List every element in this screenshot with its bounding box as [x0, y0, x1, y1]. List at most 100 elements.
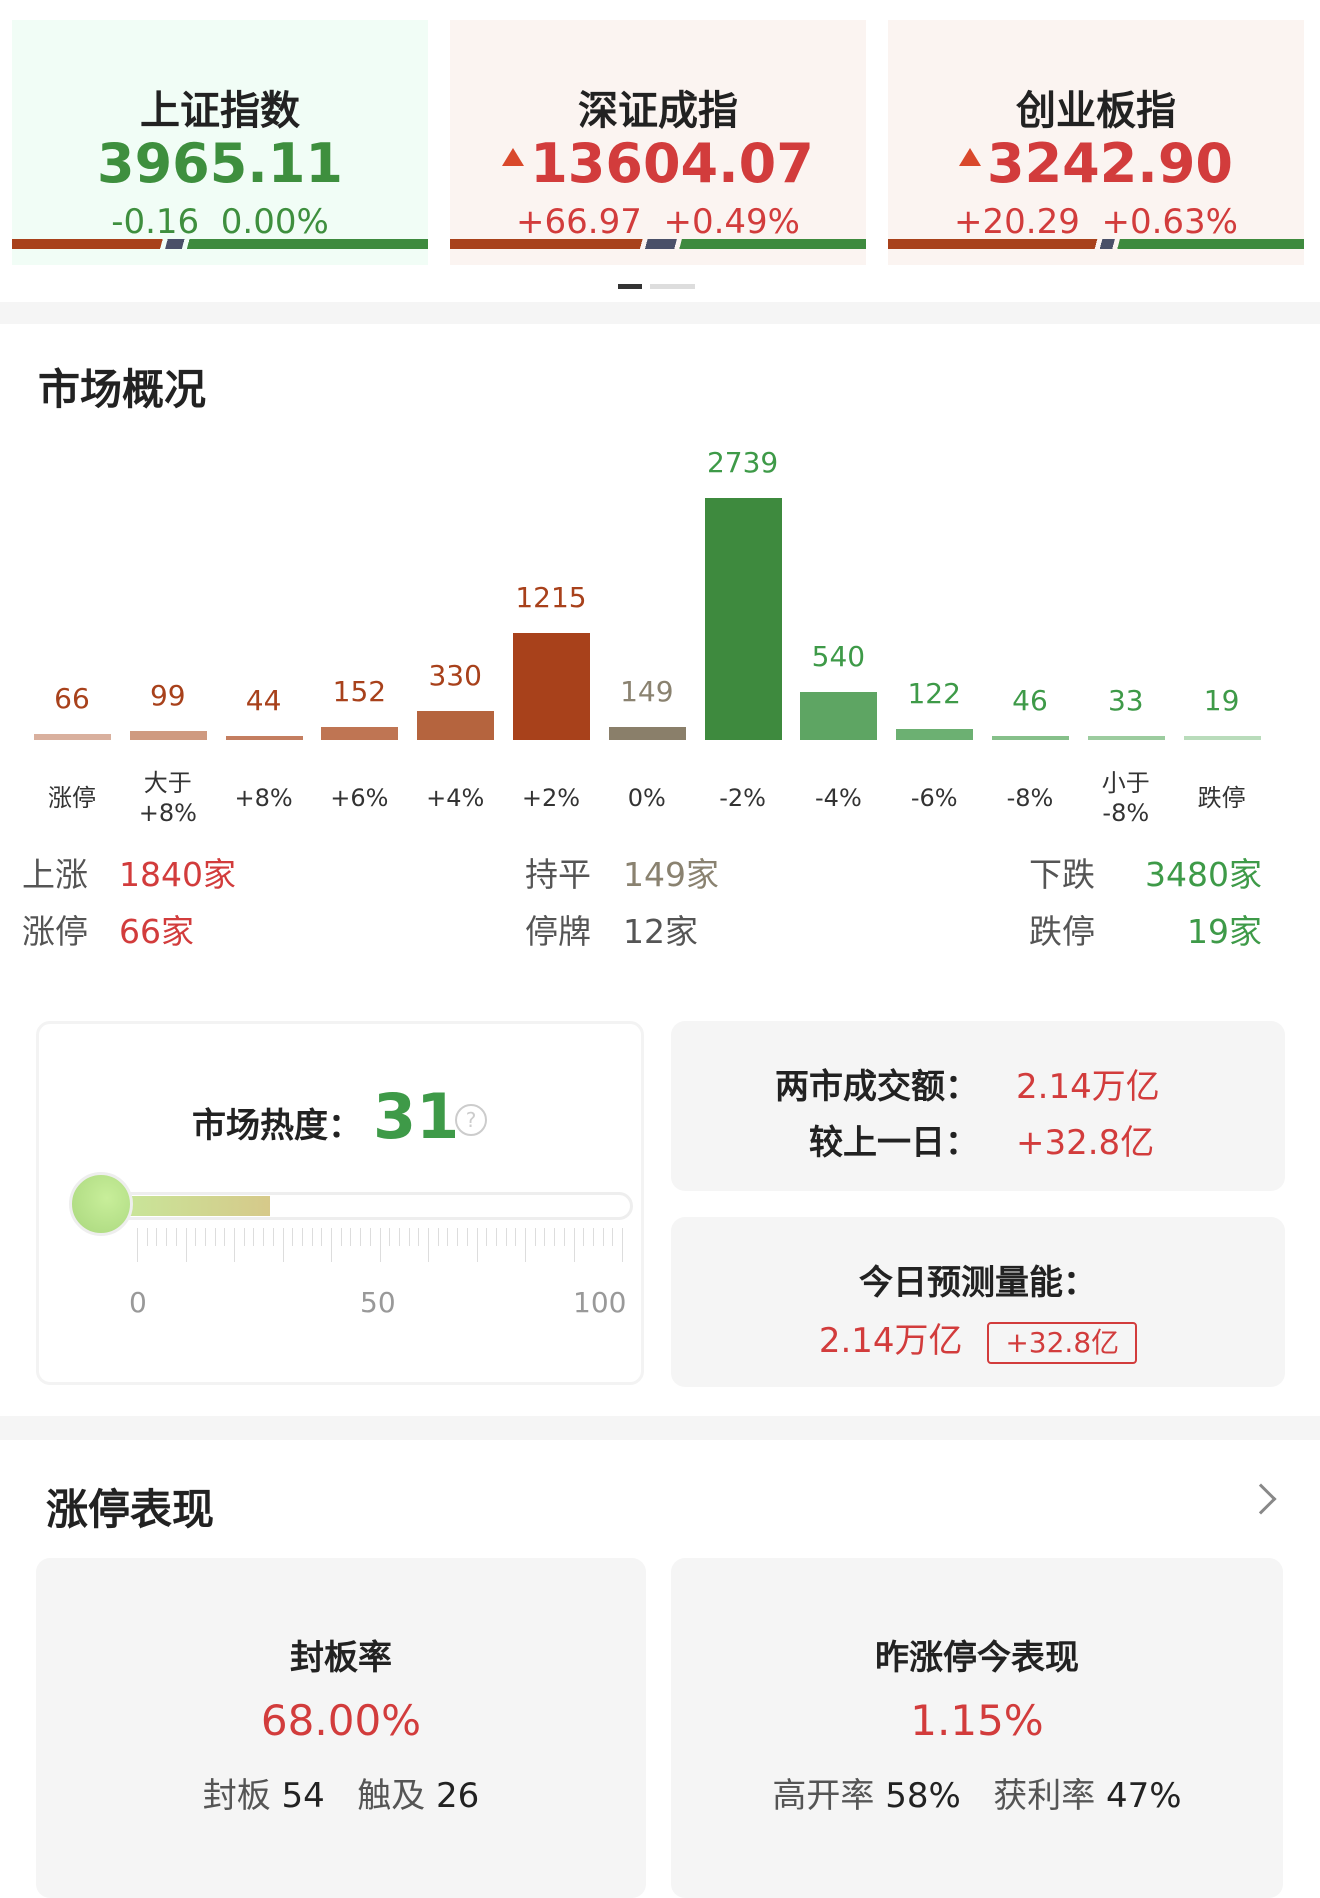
bar-value-label: 33 — [1107, 684, 1144, 717]
scale-tick — [563, 1228, 565, 1246]
category-label: +2% — [503, 783, 599, 813]
scale-tick — [166, 1228, 168, 1246]
category-label: 涨停 — [24, 783, 120, 813]
index-card[interactable]: 深证成指 13604.07 +66.97 +0.49% — [450, 20, 866, 265]
heat-label: 市场热度： — [192, 1106, 362, 1146]
bar — [608, 726, 686, 740]
category-label-line: 大于 — [143, 769, 192, 797]
carousel-dot-active[interactable] — [618, 284, 642, 289]
heat-scale — [137, 1224, 627, 1264]
scale-tick — [515, 1228, 517, 1246]
category-label: 小于 -8% — [1078, 768, 1174, 828]
scale-tick — [408, 1228, 410, 1246]
scale-tick — [311, 1228, 313, 1246]
bar-value-label: 44 — [245, 684, 282, 717]
category-label-line: +8% — [234, 784, 293, 812]
chevron-right-icon[interactable] — [1245, 1483, 1277, 1515]
scale-tick — [175, 1228, 177, 1246]
scale-tick — [583, 1228, 585, 1246]
scale-tick — [389, 1228, 391, 1246]
carousel-dot[interactable] — [650, 284, 695, 289]
bar — [321, 726, 399, 740]
category-label-line: +6% — [330, 784, 389, 812]
scale-tick — [369, 1228, 371, 1246]
scale-tick — [379, 1228, 381, 1262]
scale-tick — [418, 1228, 420, 1246]
bar-value-label: 46 — [1012, 683, 1048, 717]
index-name: 上证指数 — [140, 88, 300, 134]
bar-value-label: 99 — [149, 679, 186, 713]
bar — [129, 731, 207, 740]
sealed-label: 封板 — [202, 1776, 271, 1816]
scale-tick — [137, 1228, 138, 1262]
up-value: 1840家 — [119, 855, 236, 894]
seal-rate-card[interactable]: 封板率 68.00% 封板 54 触及 26 — [36, 1558, 646, 1898]
bar — [800, 692, 878, 740]
scale-tick — [234, 1228, 235, 1262]
turnover-card: 两市成交额： 2.14万亿 较上一日： +32.8亿 — [671, 1021, 1285, 1191]
heat-tick-0: 0 — [129, 1286, 147, 1319]
bar — [34, 734, 111, 740]
bar — [992, 735, 1069, 740]
profit-label: 获利率 — [993, 1776, 1096, 1816]
index-card[interactable]: 创业板指 3242.90 +20.29 +0.63% — [888, 20, 1304, 265]
category-label-line: 小于 — [1101, 769, 1150, 797]
down-value: 3480家 — [1145, 855, 1262, 894]
suspended-label: 停牌 — [525, 912, 591, 951]
bar — [417, 710, 495, 740]
index-change-pct: +0.49% — [663, 202, 800, 242]
index-card[interactable]: 上证指数 3965.11 -0.16 0.00% — [12, 20, 428, 265]
down-label: 下跌 — [1029, 855, 1095, 894]
scale-tick — [282, 1228, 284, 1262]
market-heat-card: 市场热度： 31 ? 0 50 100 — [36, 1021, 644, 1385]
prev-limit-up-card[interactable]: 昨涨停今表现 1.15% 高开率 58% 获利率 47% — [671, 1558, 1283, 1898]
up-label: 上涨 — [22, 855, 88, 894]
scale-tick — [544, 1228, 546, 1246]
section-divider — [0, 1416, 1320, 1440]
scale-tick — [554, 1228, 556, 1246]
scale-tick — [292, 1228, 294, 1246]
scale-tick — [331, 1228, 332, 1262]
category-label: -8% — [982, 783, 1078, 813]
up-arrow-icon — [502, 148, 525, 167]
seal-rate-title: 封板率 — [290, 1638, 392, 1678]
category-label: +8% — [216, 783, 312, 813]
category-label-line: +2% — [521, 784, 581, 812]
limit-down-value: 19家 — [1187, 912, 1262, 951]
bar — [513, 632, 590, 740]
heat-bulb — [69, 1172, 133, 1236]
index-change-pct: +0.63% — [1101, 202, 1238, 242]
category-label: 跌停 — [1174, 783, 1270, 813]
turnover-diff-value: +32.8亿 — [1016, 1123, 1155, 1163]
scale-tick — [437, 1228, 439, 1246]
scale-tick — [592, 1228, 594, 1246]
category-label-line: 涨停 — [48, 784, 96, 812]
category-label: 0% — [599, 783, 695, 813]
question-circle-icon[interactable]: ? — [455, 1104, 487, 1136]
limit-up-label: 涨停 — [22, 912, 88, 951]
scale-tick — [243, 1228, 245, 1246]
bar-value-label: 540 — [811, 640, 866, 674]
bar — [225, 736, 303, 740]
scale-tick — [340, 1228, 342, 1246]
scale-tick — [447, 1228, 449, 1246]
forecast-value: 2.14万亿 — [818, 1321, 963, 1361]
category-label: 大于 +8% — [120, 768, 216, 828]
scale-tick — [622, 1228, 623, 1262]
category-label-line: -8% — [1102, 799, 1150, 827]
bar-value-label: 152 — [332, 674, 387, 708]
touched-value: 26 — [436, 1776, 480, 1816]
bar — [896, 729, 974, 740]
market-overview-title: 市场概况 — [38, 365, 207, 414]
up-arrow-icon — [959, 148, 982, 167]
scale-tick — [204, 1228, 206, 1246]
category-label: -2% — [695, 783, 791, 813]
scale-tick — [253, 1228, 255, 1246]
forecast-label: 今日预测量能： — [859, 1263, 1097, 1303]
index-value: 13604.07 — [530, 132, 814, 195]
scale-tick — [602, 1228, 604, 1246]
scale-tick — [457, 1228, 459, 1246]
limit-up-value: 66家 — [119, 912, 194, 951]
forecast-diff-badge: +32.8亿 — [987, 1321, 1138, 1364]
scale-tick — [185, 1228, 187, 1262]
